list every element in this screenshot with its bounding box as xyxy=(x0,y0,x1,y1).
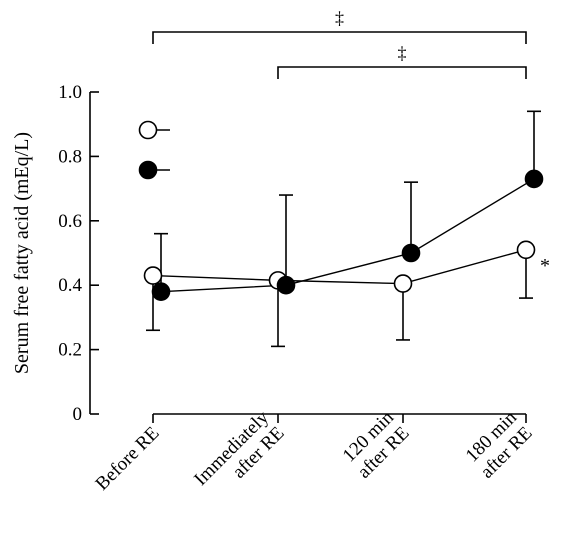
series-line xyxy=(160,178,535,293)
significance-bracket xyxy=(277,66,527,79)
significance-mark: ‡ xyxy=(335,8,344,28)
legend-filled-circle xyxy=(138,160,158,180)
y-axis-title: Serum free fatty acid (mEq/L) xyxy=(11,132,33,374)
x-category-label: Immediatelyafter RE xyxy=(190,407,289,506)
x-category-label: Before RE xyxy=(92,423,164,495)
open-circle-point xyxy=(516,240,536,260)
x-category-label-line: Before RE xyxy=(92,423,164,495)
series-layer: * xyxy=(143,110,550,348)
series-line xyxy=(152,249,527,285)
significance-bracket xyxy=(152,31,527,44)
y-tick-label: 0.2 xyxy=(58,340,82,361)
y-tick-label: 0.6 xyxy=(58,211,82,232)
open-circle-point xyxy=(143,266,163,285)
legend-open-circle xyxy=(138,120,158,140)
legend xyxy=(138,120,170,180)
filled-circle-point xyxy=(401,243,421,263)
filled-circle-point xyxy=(276,275,296,295)
significance-mark: ‡ xyxy=(398,43,407,63)
y-tick-label: 1.0 xyxy=(58,82,82,103)
significance-asterisk: * xyxy=(540,255,550,277)
y-tick-label: 0.8 xyxy=(58,146,82,167)
y-tick-label: 0.4 xyxy=(58,275,82,296)
filled-circle-point xyxy=(151,282,171,301)
y-tick-label: 0 xyxy=(73,404,83,425)
axes: 0 0.2 0.4 0.6 0.8 1.0 Before RE Immediatelyafte… xyxy=(58,82,536,506)
significance-brackets: ‡‡ xyxy=(152,8,527,79)
filled-circle-point xyxy=(524,169,544,189)
open-circle-point xyxy=(393,274,413,293)
